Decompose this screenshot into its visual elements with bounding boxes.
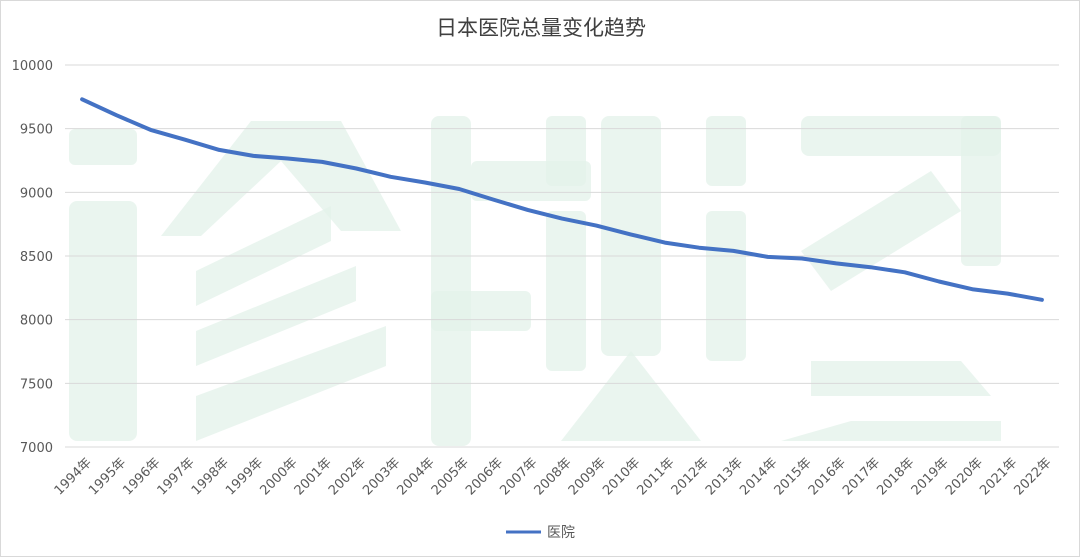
data-point [629,232,633,236]
data-point [868,265,872,269]
x-tick-label: 2022年 [1011,455,1054,498]
x-tick-label: 2015年 [772,455,815,498]
x-tick-label: 1997年 [155,455,198,498]
x-tick-label: 2010年 [600,455,643,498]
y-tick-label: 9000 [20,186,53,201]
x-axis-ticks: 1994年1995年1996年1997年1998年1999年2000年2001年… [52,455,1055,498]
x-tick-label: 2018年 [874,455,917,498]
x-tick-label: 2007年 [497,455,540,498]
x-tick-label: 2000年 [257,455,300,498]
y-tick-label: 7500 [20,377,53,392]
y-tick-label: 10000 [12,59,53,74]
data-point [937,279,941,283]
data-point [697,246,701,250]
data-point [560,217,564,221]
chart-title: 日本医院总量变化趋势 [436,16,646,40]
legend-label-hospital: 医院 [547,525,575,541]
data-point [80,97,84,101]
data-point [389,175,393,179]
y-tick-label: 8500 [20,250,53,265]
x-tick-label: 2002年 [326,455,369,498]
data-point [286,156,290,160]
data-point [183,138,187,142]
data-point [766,255,770,259]
data-point [217,148,221,152]
data-point [491,198,495,202]
x-tick-label: 1995年 [86,455,129,498]
x-tick-label: 1996年 [120,455,163,498]
data-point [1006,292,1010,296]
data-point [800,257,804,261]
x-tick-label: 1994年 [52,455,95,498]
x-tick-label: 2001年 [292,455,335,498]
y-tick-label: 9500 [20,123,53,138]
x-tick-label: 1998年 [189,455,232,498]
x-tick-label: 2021年 [977,455,1020,498]
data-point [834,261,838,265]
data-point [457,187,461,191]
x-tick-label: 2006年 [463,455,506,498]
x-tick-label: 2016年 [806,455,849,498]
data-point [114,113,118,117]
x-tick-label: 2013年 [703,455,746,498]
x-tick-label: 2019年 [909,455,952,498]
y-axis-ticks: 7000 7500 8000 8500 9000 9500 10000 [12,59,53,456]
x-tick-label: 2020年 [943,455,986,498]
x-tick-label: 1999年 [223,455,266,498]
data-point [354,167,358,171]
data-point [252,154,256,158]
data-point [526,208,530,212]
x-tick-label: 2017年 [840,455,883,498]
x-tick-label: 2005年 [429,455,472,498]
data-point [594,224,598,228]
data-point [149,128,153,132]
x-tick-label: 2008年 [532,455,575,498]
data-point [1040,298,1044,302]
x-tick-label: 2011年 [634,455,677,498]
data-point [320,160,324,164]
data-point [423,181,427,185]
y-tick-label: 8000 [20,314,53,329]
watermark-logo [69,116,1001,446]
data-point [971,287,975,291]
data-point [731,249,735,253]
grid [65,64,1059,448]
y-tick-label: 7000 [20,441,53,456]
data-point [663,241,667,245]
legend: 医院 [506,525,575,541]
x-tick-label: 2009年 [566,455,609,498]
data-point [903,270,907,274]
x-tick-label: 2004年 [395,455,438,498]
x-tick-label: 2014年 [737,455,780,498]
x-tick-label: 2003年 [360,455,403,498]
series-layer [80,97,1044,302]
x-tick-label: 2012年 [669,455,712,498]
